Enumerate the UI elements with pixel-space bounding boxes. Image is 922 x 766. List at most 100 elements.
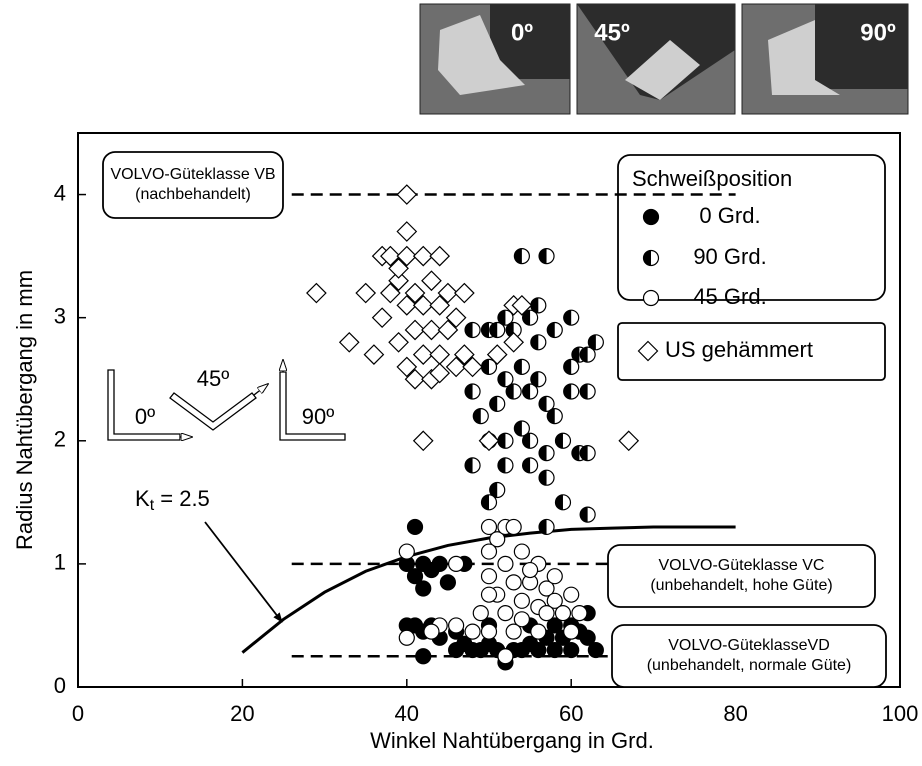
marker-diamond <box>437 282 459 304</box>
x-tick-label: 80 <box>723 701 747 726</box>
marker-diamond <box>637 340 659 362</box>
marker-half <box>521 383 539 400</box>
marker-half-fill <box>481 322 489 338</box>
marker-half <box>489 395 506 412</box>
marker-half <box>563 309 580 326</box>
y-tick-label: 3 <box>54 303 66 328</box>
curve-label-main: K <box>135 486 150 511</box>
marker-open <box>497 605 514 622</box>
marker-half <box>530 334 547 351</box>
marker-diamond <box>412 344 434 365</box>
marker-half-fill <box>580 445 588 461</box>
marker-open <box>489 531 506 548</box>
marker-half-fill <box>497 433 506 449</box>
legend-label: 0 Grd. <box>699 203 760 228</box>
marker-diamond <box>371 307 393 329</box>
plot-frame <box>77 132 901 688</box>
annotation-text: VOLVO-Güteklasse VC <box>659 557 825 574</box>
marker-open <box>513 592 530 609</box>
annotation-box <box>607 544 876 608</box>
photos <box>419 3 909 115</box>
marker-diamond <box>453 282 475 304</box>
x-tick-label: 60 <box>559 701 583 726</box>
y-tick-label: 1 <box>54 550 66 575</box>
marker-half <box>521 432 539 449</box>
marker-half <box>530 297 547 314</box>
marker-open <box>571 605 588 622</box>
marker-open <box>448 617 465 634</box>
marker-half <box>538 444 555 462</box>
marker-half <box>497 432 514 449</box>
marker-half <box>480 494 498 511</box>
photo-label: 0º <box>511 19 533 46</box>
x-axis-label: Winkel Nahtübergang in Grd. <box>370 728 654 753</box>
photo-weld <box>625 40 700 100</box>
marker-half <box>505 383 522 400</box>
annotation-text: VOLVO-Güteklasse VB <box>110 166 275 183</box>
marker-half <box>464 321 481 339</box>
marker-open <box>554 605 572 622</box>
marker-diamond <box>380 282 401 304</box>
marker-filled <box>415 580 432 597</box>
marker-diamond <box>453 344 475 365</box>
photo-label: 90º <box>860 19 896 46</box>
marker-diamond <box>437 319 459 341</box>
photo-dark <box>577 4 735 100</box>
marker-open <box>505 623 522 640</box>
marker-half <box>579 383 596 400</box>
marker-diamond <box>396 356 418 378</box>
marker-half <box>464 457 481 474</box>
marker-half <box>579 346 596 363</box>
marker-diamond <box>429 344 451 365</box>
diagram-label: 45º <box>197 366 230 391</box>
marker-open <box>480 623 498 640</box>
diagram-label: 0º <box>135 404 155 429</box>
marker-half-fill <box>506 322 514 338</box>
marker-half-fill <box>555 433 563 449</box>
marker-half <box>538 395 555 412</box>
marker-half-fill <box>539 248 547 264</box>
marker-half-fill <box>530 334 539 350</box>
diagram-label: 90º <box>302 404 335 429</box>
legend-box <box>617 322 886 381</box>
marker-half-fill <box>481 359 489 375</box>
marker-open <box>521 561 539 579</box>
marker-half <box>538 469 555 486</box>
marker-open <box>398 629 415 646</box>
marker-half-fill <box>547 322 555 338</box>
x-tick-label: 0 <box>72 701 84 726</box>
curve-arrow <box>204 521 283 623</box>
marker-half <box>546 321 563 339</box>
marker-diamond <box>511 295 533 316</box>
marker-open <box>480 543 498 560</box>
marker-diamond <box>429 245 451 267</box>
marker-half-fill <box>522 310 531 326</box>
marker-half-fill <box>497 371 506 387</box>
y-tick-label: 4 <box>54 180 66 205</box>
marker-half-fill <box>514 248 522 264</box>
marker-filled <box>546 641 563 659</box>
marker-half <box>554 432 572 449</box>
marker-open <box>497 648 514 665</box>
marker-half-fill <box>547 408 555 424</box>
marker-open <box>546 568 563 585</box>
curve-label-sub: t <box>150 497 155 514</box>
marker-half <box>563 358 580 376</box>
legend-label: 90 Grd. <box>693 244 766 269</box>
marker-open <box>464 623 481 640</box>
marker-filled <box>406 518 424 536</box>
marker-diamond <box>404 282 426 304</box>
annotation-text: VOLVO-GüteklasseVD <box>668 637 830 654</box>
marker-half-fill <box>563 310 572 326</box>
x-tick-label: 40 <box>395 701 419 726</box>
marker-half <box>530 371 547 388</box>
legend-title: Schweißposition <box>632 166 792 191</box>
marker-diamond <box>396 245 418 267</box>
marker-filled <box>448 641 465 659</box>
marker-open <box>538 605 555 622</box>
marker-half-fill <box>580 507 588 523</box>
curve-label-rest: = 2.5 <box>154 486 210 511</box>
marker-filled <box>431 555 448 572</box>
marker-half <box>579 444 596 462</box>
